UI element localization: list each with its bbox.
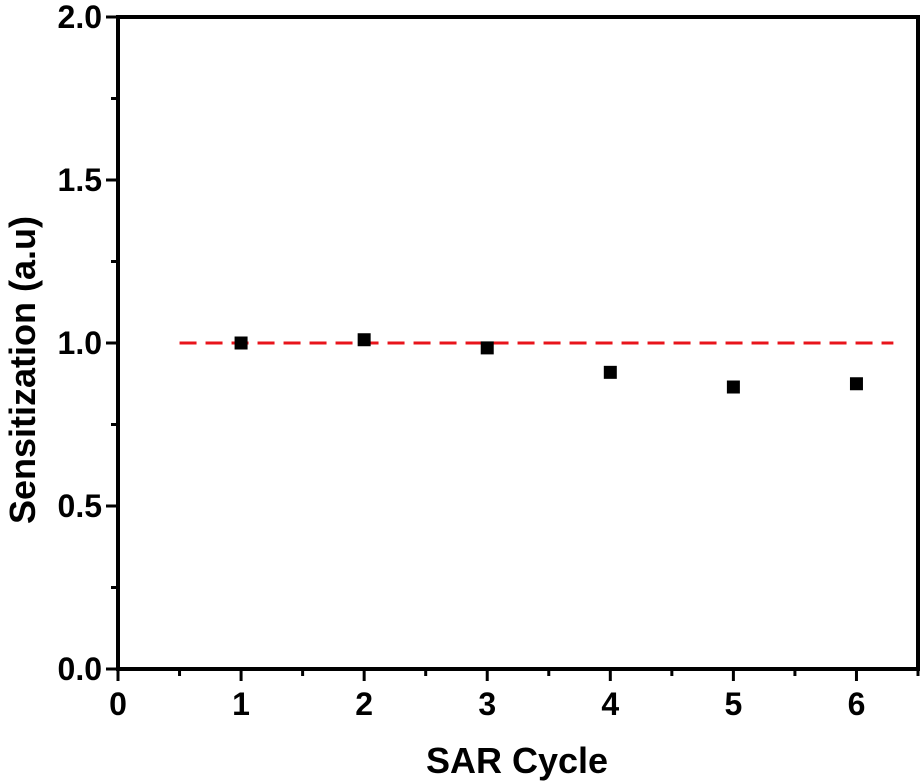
data-point xyxy=(234,336,248,350)
data-point xyxy=(357,333,371,347)
y-axis-tick-labels: 0.0 0.5 1.0 1.5 2.0 xyxy=(58,0,102,687)
x-tick-label: 1 xyxy=(232,686,250,722)
y-tick-label: 1.5 xyxy=(58,162,102,198)
x-tick-label: 2 xyxy=(355,686,373,722)
data-point xyxy=(726,380,740,394)
x-axis-title: SAR Cycle xyxy=(426,740,608,781)
x-tick-label: 6 xyxy=(848,686,866,722)
x-axis-tick-labels: 0 1 2 3 4 5 6 xyxy=(109,686,865,722)
major-ticks xyxy=(106,15,858,681)
data-point xyxy=(849,377,863,391)
y-tick-label: 0.5 xyxy=(58,488,102,524)
data-point xyxy=(603,365,617,379)
data-points xyxy=(234,333,863,394)
minor-ticks xyxy=(111,97,920,676)
x-tick-label: 5 xyxy=(724,686,742,722)
y-tick-label: 2.0 xyxy=(58,0,102,35)
data-point xyxy=(480,341,494,355)
x-tick-label: 0 xyxy=(109,686,127,722)
y-axis-title: Sensitization (a.u) xyxy=(2,216,43,524)
x-tick-label: 3 xyxy=(478,686,496,722)
y-tick-label: 0.0 xyxy=(58,651,102,687)
x-tick-label: 4 xyxy=(601,686,619,722)
y-tick-label: 1.0 xyxy=(58,325,102,361)
